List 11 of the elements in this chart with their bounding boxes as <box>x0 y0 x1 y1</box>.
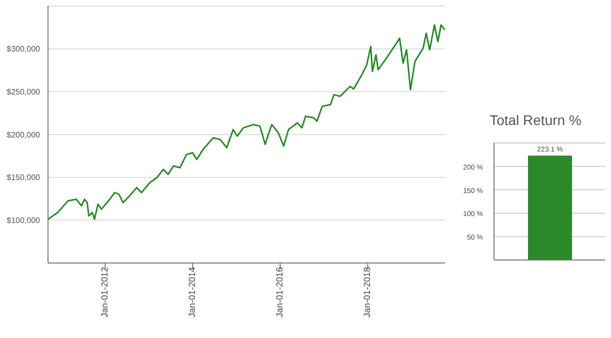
y-tick-label: $100,000 <box>6 216 41 226</box>
x-tick-label: Jan-01-2014 <box>187 267 198 318</box>
line-series <box>48 24 445 220</box>
chart-title: Total Return % <box>488 112 582 128</box>
y-tick-label: $150,000 <box>6 173 41 182</box>
y-tick-label: $250,000 <box>6 88 41 97</box>
y-tick-label: $200,000 <box>6 130 41 140</box>
x-tick-label: Jan-01-2012 <box>100 267 110 318</box>
y-tick-label: $300,000 <box>6 44 41 54</box>
x-tick-label: Jan-01-2018 <box>362 267 372 318</box>
x-tick-label: Jan-01-2016 <box>274 267 285 318</box>
